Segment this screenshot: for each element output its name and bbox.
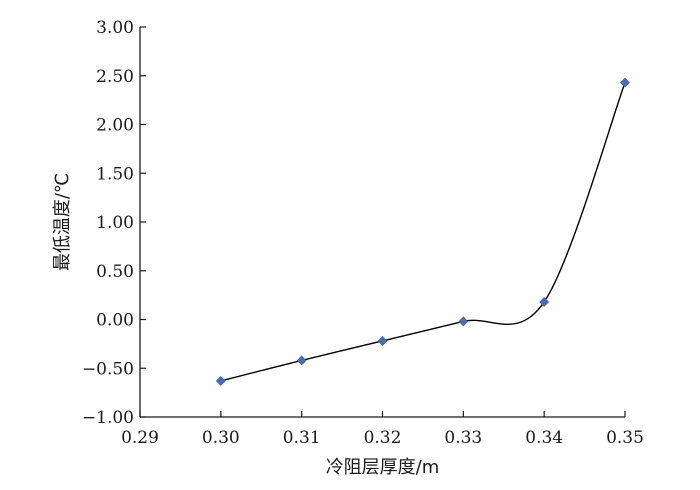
x-ticks: 0.29 0.30 0.31 0.32 0.33 0.34 0.35 — [121, 411, 644, 448]
y-axis-title: 最低温度/℃ — [52, 173, 73, 271]
y-tick-label: 2.50 — [96, 67, 134, 87]
y-tick-label: 2.00 — [96, 116, 134, 136]
data-point — [539, 297, 550, 307]
y-tick-label: 0.50 — [96, 262, 134, 282]
x-tick-label: 0.34 — [525, 428, 563, 448]
y-tick-label: −0.50 — [82, 359, 134, 379]
x-tick-label: 0.35 — [606, 428, 644, 448]
x-tick-label: 0.32 — [364, 428, 402, 448]
y-ticks: 3.00 2.50 2.00 1.50 1.00 0.50 0.00 −0.50 −1.00 — [82, 18, 146, 428]
data-point — [458, 316, 469, 327]
x-tick-label: 0.30 — [202, 428, 240, 448]
x-tick-label: 0.31 — [283, 428, 321, 448]
axes — [139, 27, 625, 418]
data-point — [377, 336, 388, 346]
data-point — [620, 77, 630, 88]
data-point — [215, 376, 226, 386]
y-tick-label: 1.50 — [96, 164, 134, 184]
data-points — [215, 77, 630, 386]
y-tick-label: 3.00 — [96, 18, 134, 38]
x-tick-label: 0.29 — [121, 428, 159, 448]
y-tick-label: 0.00 — [96, 311, 134, 331]
x-axis-title: 冷阻层厚度/m — [326, 457, 440, 478]
x-tick-label: 0.33 — [444, 428, 482, 448]
y-tick-label: −1.00 — [82, 408, 134, 428]
data-point — [296, 355, 307, 366]
y-tick-label: 1.00 — [96, 213, 134, 233]
series-curve — [220, 82, 626, 382]
